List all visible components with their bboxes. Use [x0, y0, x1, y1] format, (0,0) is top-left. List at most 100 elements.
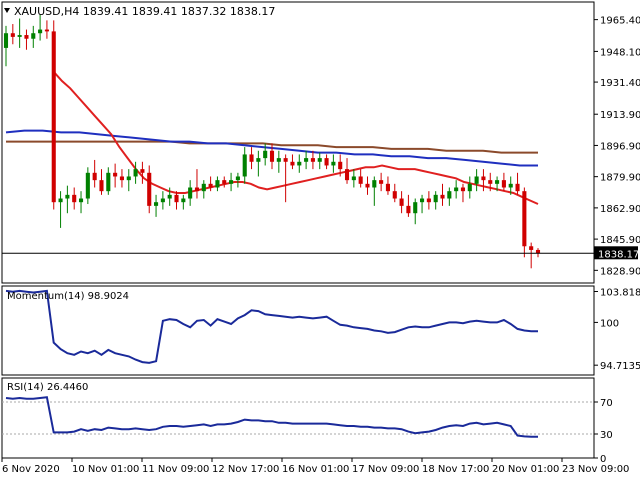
x-tick-label: 17 Nov 09:00	[352, 464, 419, 475]
candle-body	[324, 158, 329, 166]
y-tick-label: 1913.90	[600, 110, 640, 121]
x-tick-label: 12 Nov 17:00	[212, 464, 279, 475]
candle-body	[474, 176, 479, 184]
candle-body	[72, 194, 77, 203]
x-tick-label: 10 Nov 01:00	[72, 464, 139, 475]
candle-body	[160, 198, 165, 203]
candle-body	[51, 31, 56, 203]
candle-body	[154, 202, 159, 206]
price-tag-label: 1838.17	[598, 249, 639, 260]
candle-body	[467, 183, 472, 192]
candle-body	[481, 176, 486, 181]
candle-body	[31, 33, 36, 39]
rsi-line	[5, 396, 538, 438]
candle-body	[256, 158, 261, 162]
candle-body	[208, 183, 213, 188]
candle-body	[24, 35, 29, 39]
candle-body	[222, 180, 227, 184]
price-tag-box	[594, 246, 638, 260]
candle-body	[10, 33, 15, 37]
rsi-y-tick-label: 70	[600, 398, 613, 409]
ma-fast-line	[52, 71, 539, 205]
candle-body	[249, 154, 254, 162]
y-tick-label: 1845.90	[600, 235, 640, 246]
candle-body	[392, 191, 397, 199]
candle-body	[181, 198, 186, 203]
x-tick-label: 16 Nov 01:00	[282, 464, 349, 475]
rsi-y-tick-label: 0	[600, 454, 606, 465]
candle-body	[194, 187, 200, 192]
candle-body	[304, 158, 309, 162]
y-tick-label: 1896.90	[600, 141, 640, 152]
pane-frame-mom	[1, 285, 595, 376]
candle-body	[44, 29, 49, 32]
candle-body	[106, 172, 111, 192]
candle-body	[365, 183, 370, 188]
y-tick-label: 1931.40	[600, 78, 640, 89]
x-tick-label: 6 Nov 2020	[2, 464, 60, 475]
candle-body	[290, 161, 295, 166]
candle-body	[65, 194, 70, 199]
x-tick-label: 23 Nov 09:00	[562, 464, 629, 475]
candle-body	[58, 198, 63, 203]
momentum-line	[5, 289, 538, 364]
candle-body	[508, 183, 513, 188]
candle-body	[38, 29, 43, 34]
mom-y-tick-label: 94.7135	[600, 361, 640, 372]
candle-body	[535, 249, 541, 254]
candle-body	[126, 176, 131, 181]
candle-body	[522, 191, 527, 247]
candle-body	[174, 194, 179, 203]
momentum-title: Momentum(14) 98.9024	[7, 291, 129, 302]
candle-body	[317, 158, 322, 162]
rsi-y-tick-label: 30	[600, 430, 613, 441]
candle-body	[406, 205, 411, 214]
candle-body	[78, 198, 84, 203]
y-tick-label: 1965.40	[600, 16, 640, 27]
candle-body	[283, 158, 288, 162]
y-tick-label: 1862.90	[600, 204, 640, 215]
candle-body	[440, 194, 445, 199]
candle-body	[338, 161, 343, 170]
candle-body	[447, 191, 452, 199]
x-tick-label: 20 Nov 01:00	[492, 464, 559, 475]
candle-body	[358, 176, 363, 184]
candle-body	[92, 172, 97, 181]
pane-frame-main	[1, 1, 595, 284]
candle-body	[99, 180, 104, 192]
candle-body	[399, 198, 404, 206]
mom-y-tick-label: 103.8183	[600, 288, 640, 299]
candle-body	[310, 158, 315, 162]
candle-body	[454, 187, 459, 192]
candle-body	[372, 180, 377, 188]
candle-body	[201, 183, 206, 192]
candle-body	[460, 187, 466, 192]
candle-body	[188, 187, 193, 199]
candle-body	[215, 180, 220, 188]
candle-body	[495, 180, 500, 184]
candle-body	[167, 194, 172, 199]
candle-body	[515, 183, 520, 192]
candle-body	[3, 33, 9, 48]
mom-y-tick-label: 100	[600, 318, 619, 329]
collapse-triangle-icon[interactable]	[4, 8, 10, 13]
rsi-title: RSI(14) 26.4460	[7, 382, 88, 393]
candle-body	[344, 169, 350, 181]
candle-body	[420, 198, 425, 203]
candle-body	[501, 180, 506, 188]
candle-body	[351, 176, 356, 181]
candle-body	[235, 176, 240, 181]
candle-body	[85, 172, 90, 199]
candle-body	[119, 176, 124, 181]
y-tick-label: 1828.90	[600, 266, 640, 277]
candle-body	[263, 150, 268, 159]
candle-body	[229, 180, 234, 184]
candle-body	[488, 180, 493, 184]
x-tick-label: 11 Nov 09:00	[142, 464, 209, 475]
candle-body	[140, 169, 145, 173]
candle-body	[413, 202, 418, 214]
y-tick-label: 1948.10	[600, 47, 640, 58]
x-tick-label: 18 Nov 17:00	[422, 464, 489, 475]
